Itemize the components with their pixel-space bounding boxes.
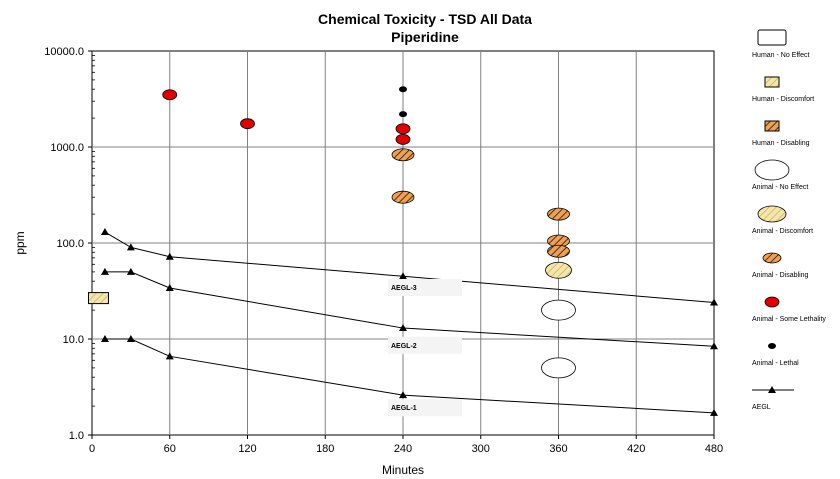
y-tick-label: 10.0 <box>63 334 84 346</box>
aegl-1-marker <box>165 352 174 360</box>
x-tick-label: 360 <box>549 443 567 455</box>
aegl-3-marker <box>165 252 174 260</box>
legend: Human - No Effect Human - Discomfort Human… <box>752 29 826 411</box>
legend-swatch-animal-disabling <box>762 252 782 264</box>
legend-label-human-no-effect: Human - No Effect <box>752 52 810 59</box>
x-axis-label: Minutes <box>382 463 424 477</box>
point-animal <box>545 261 572 279</box>
point-animal <box>547 244 570 258</box>
legend-swatch-animal-lethal <box>768 343 776 349</box>
legend-swatch-animal-discomfort <box>757 205 787 223</box>
point-animal <box>240 118 255 130</box>
point-human <box>87 292 109 305</box>
y-tick-label: 1000.0 <box>50 142 84 154</box>
legend-label-aegl: AEGL <box>752 404 771 411</box>
point-animal <box>391 148 415 162</box>
legend-label-animal-disabling: Animal - Disabling <box>752 272 809 279</box>
x-tick-label: 180 <box>316 443 334 455</box>
x-tick-label: 0 <box>89 443 95 455</box>
chart-title: Chemical Toxicity - TSD All Data <box>318 11 532 27</box>
aegl-label: AEGL-3 <box>391 285 417 292</box>
point-animal <box>395 123 411 135</box>
y-tick-label: 1.0 <box>69 430 84 442</box>
point-animal <box>541 357 576 379</box>
point-animal <box>395 133 411 145</box>
y-axis-ticks: 1.0 10.0 100.0 1000.0 10000.0 <box>44 46 95 442</box>
point-animal <box>541 299 576 321</box>
aegl-2-marker <box>126 267 135 275</box>
aegl-label-box <box>388 336 462 354</box>
aegl-2-marker <box>100 267 109 275</box>
aegl-3-marker <box>126 243 135 251</box>
aegl-2-marker <box>399 324 407 332</box>
aegl-label-box <box>388 278 462 296</box>
y-axis-label: ppm <box>13 231 27 254</box>
x-axis-ticks: 0 60 120 180 240 300 360 420 480 <box>89 435 723 455</box>
legend-swatch-human-no-effect <box>757 29 787 46</box>
legend-label-animal-no-effect: Animal - No Effect <box>752 184 808 191</box>
aegl-series: AEGL-3 AEGL-2 AEGL-1 <box>100 228 718 417</box>
legend-label-animal-discomfort: Animal - Discomfort <box>752 228 813 235</box>
legend-marker-aegl <box>768 386 776 393</box>
aegl-label-box <box>388 399 462 417</box>
y-tick-label: 10000.0 <box>44 46 84 58</box>
y-tick-label: 100.0 <box>56 238 84 250</box>
aegl-1-marker <box>399 391 407 399</box>
legend-label-animal-some-lethality: Animal - Some Lethality <box>752 316 826 323</box>
aegl-1-marker <box>126 335 135 342</box>
x-tick-label: 300 <box>472 443 490 455</box>
x-tick-label: 120 <box>238 443 256 455</box>
x-tick-label: 420 <box>627 443 645 455</box>
aegl-3-marker <box>100 228 109 236</box>
legend-swatch-human-discomfort <box>764 76 780 88</box>
x-tick-label: 60 <box>164 443 176 455</box>
legend-label-animal-lethal: Animal - Lethal <box>752 360 799 367</box>
aegl-2-marker <box>165 283 174 291</box>
x-tick-label: 240 <box>394 443 412 455</box>
legend-swatch-animal-some-lethality <box>764 296 780 308</box>
aegl-3-marker <box>399 272 407 280</box>
point-animal <box>547 207 570 221</box>
aegl-2-marker <box>710 342 718 350</box>
aegl-label: AEGL-1 <box>391 405 417 412</box>
aegl-3-marker <box>710 298 718 306</box>
point-animal <box>162 89 178 101</box>
aegl-1-marker <box>100 335 109 342</box>
grid-lines <box>92 51 714 435</box>
x-tick-label: 480 <box>705 443 723 455</box>
legend-swatch-animal-no-effect <box>754 159 790 181</box>
chart-subtitle: Piperidine <box>391 29 459 45</box>
aegl-1-marker <box>710 408 718 416</box>
legend-label-human-disabling: Human - Disabling <box>752 140 810 147</box>
point-animal-lethal <box>399 111 407 118</box>
legend-swatch-human-disabling <box>764 120 780 132</box>
legend-label-human-discomfort: Human - Discomfort <box>752 96 814 103</box>
data-points <box>87 86 576 379</box>
point-animal-lethal <box>399 86 407 93</box>
aegl-label: AEGL-2 <box>391 343 417 350</box>
point-animal <box>391 190 415 204</box>
